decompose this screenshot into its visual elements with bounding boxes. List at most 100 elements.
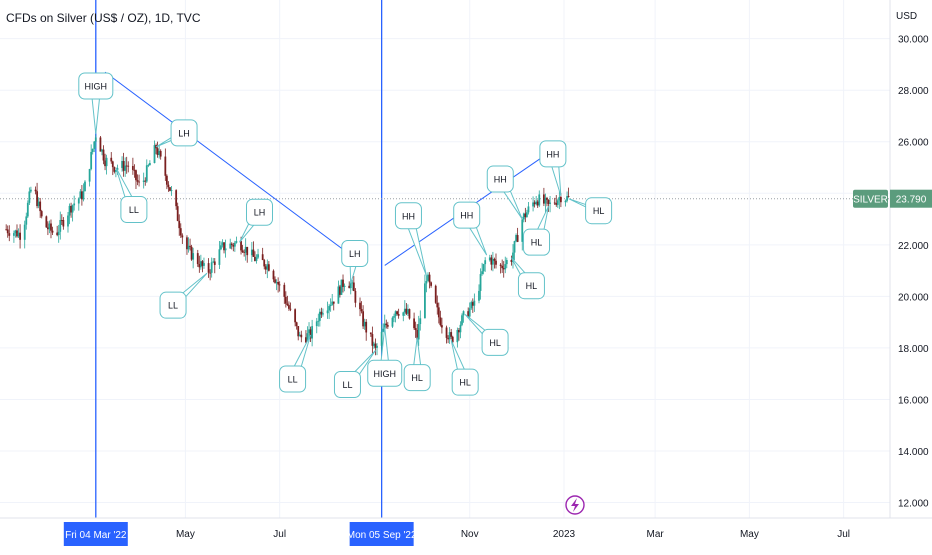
callout-label: LL xyxy=(168,301,178,311)
candle-body xyxy=(144,180,147,182)
candle-body xyxy=(308,329,310,334)
candle-body xyxy=(522,213,525,220)
candle-body xyxy=(556,200,559,205)
candle-body xyxy=(558,196,561,201)
symbol-badge xyxy=(853,189,888,208)
chart-title: CFDs on Silver (US$ / OZ), 1D, TVC xyxy=(6,11,201,25)
candle-body xyxy=(564,200,567,203)
candle-body xyxy=(124,165,127,171)
candle-body xyxy=(491,258,494,265)
callout-bubble: HH xyxy=(539,140,567,197)
callout-bubble: HH xyxy=(394,202,427,276)
candle-body xyxy=(544,197,547,204)
callout-box xyxy=(245,198,273,226)
candle-body xyxy=(6,229,9,234)
candle-body xyxy=(135,170,137,181)
candle-body xyxy=(305,337,307,343)
candle-body xyxy=(516,235,519,242)
candle-body xyxy=(394,311,397,317)
candle-body xyxy=(278,284,281,286)
candle-body xyxy=(542,194,545,204)
callout-box xyxy=(517,272,545,300)
candle-body xyxy=(315,321,318,327)
callout-box xyxy=(78,72,114,100)
callout-bubble: HL xyxy=(403,337,431,392)
candle-body xyxy=(288,305,290,309)
candle-body xyxy=(386,325,389,327)
candle-body xyxy=(94,137,97,142)
price-tick-label: 30.000 xyxy=(898,35,929,46)
candle-body xyxy=(264,266,267,270)
candle-body xyxy=(28,191,31,203)
candle-body xyxy=(468,308,471,317)
candle-body xyxy=(414,328,417,331)
candle-body xyxy=(79,191,82,199)
callout-label: HH xyxy=(460,211,473,221)
candle-body xyxy=(30,189,32,192)
callout-label: HL xyxy=(531,238,543,248)
candle-body xyxy=(376,345,378,348)
candle-body xyxy=(170,190,173,191)
candle-body xyxy=(252,249,255,257)
candle-body xyxy=(46,227,49,230)
candle-body xyxy=(352,282,355,292)
candle-body xyxy=(403,308,406,313)
callout-bubble: HIGH xyxy=(78,72,114,135)
callout-label: LH xyxy=(349,249,361,259)
callout-bubble: HL xyxy=(511,257,545,300)
highlight-date-label: Fri 04 Mar '22 xyxy=(65,530,127,541)
candle-body xyxy=(532,202,534,207)
candle-body xyxy=(142,180,145,183)
time-axis-ticks[interactable]: May Jul Nov 2023 Mar May Jul Fri 04 Mar '22 Mon … xyxy=(63,522,850,546)
candle-body xyxy=(203,263,205,266)
candle-body xyxy=(82,191,85,200)
candle-body xyxy=(39,201,42,212)
candle-body xyxy=(51,230,54,233)
candle-body xyxy=(167,184,170,188)
candle-body xyxy=(40,211,43,217)
candle-body xyxy=(501,265,504,269)
candle-body xyxy=(417,324,420,340)
price-axis-ticks[interactable]: 30.00028.00026.00024.00022.00020.00018.0… xyxy=(898,35,929,510)
candle-body xyxy=(311,326,314,339)
callout-box xyxy=(341,239,369,267)
candlestick-series xyxy=(5,134,570,356)
time-tick-label: Jul xyxy=(837,529,850,540)
grid-lines xyxy=(0,0,890,518)
time-tick-label: Jul xyxy=(273,529,286,540)
candle-body xyxy=(340,279,343,295)
candle-body xyxy=(407,309,409,314)
candle-body xyxy=(25,216,28,225)
lightning-icon[interactable] xyxy=(565,495,585,515)
candle-body xyxy=(60,219,63,221)
callout-box xyxy=(453,201,481,229)
candle-body xyxy=(547,199,550,204)
candle-body xyxy=(416,330,419,340)
candle-body xyxy=(147,165,150,167)
candle-body xyxy=(71,205,74,213)
candle-body xyxy=(456,330,459,343)
callout-bubble: LH xyxy=(341,239,369,284)
candle-body xyxy=(317,320,320,322)
candle-body xyxy=(425,280,428,284)
candle-body xyxy=(441,325,443,328)
callout-box xyxy=(333,370,361,398)
callout-bubble: HL xyxy=(450,339,479,396)
candle-body xyxy=(131,166,134,170)
candle-body xyxy=(67,215,69,227)
callout-bubble: HL xyxy=(523,205,551,256)
callout-label: LH xyxy=(254,208,266,218)
candle-body xyxy=(439,317,442,326)
candle-body xyxy=(250,249,253,256)
candle-body xyxy=(322,313,324,315)
candle-body xyxy=(223,242,225,251)
candle-body xyxy=(37,201,40,207)
candle-body xyxy=(343,285,346,288)
candle-body xyxy=(230,243,233,246)
candle-body xyxy=(101,149,103,152)
callout-label: HH xyxy=(494,175,507,185)
candle-body xyxy=(326,310,329,314)
candle-body xyxy=(286,303,289,306)
candle-body xyxy=(427,274,429,281)
